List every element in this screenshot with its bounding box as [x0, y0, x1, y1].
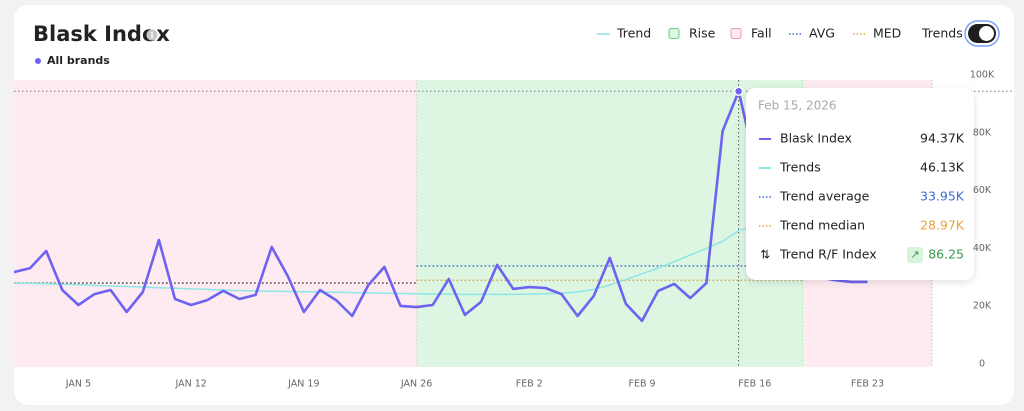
- tooltip-label: Trends: [779, 160, 821, 175]
- region: [416, 80, 804, 367]
- info-glyph: i: [151, 31, 154, 40]
- tooltip-value: 86.25: [928, 247, 964, 262]
- legend-swatch: [668, 28, 680, 39]
- info-icon[interactable]: [146, 29, 158, 41]
- toggle-knob: [979, 26, 994, 41]
- tooltip-value: 46.13K: [920, 160, 965, 175]
- legend-swatch: [730, 28, 742, 39]
- y-tick-label: 40K: [973, 243, 992, 254]
- y-tick-label: 80K: [973, 127, 992, 138]
- tooltip-date: Feb 15, 2026: [758, 99, 837, 113]
- y-tick-label: 0: [979, 359, 985, 370]
- rf-icon: ⇅: [760, 248, 770, 262]
- tooltip-value: 33.95K: [920, 189, 965, 204]
- tooltip-label: Trend R/F Index: [779, 247, 877, 262]
- x-tick-label: FEB 16: [738, 379, 771, 390]
- x-tick-label: JAN 12: [174, 379, 206, 390]
- tooltip-box: [746, 88, 974, 280]
- tooltip-label: Blask Index: [780, 131, 852, 146]
- x-tick-label: FEB 9: [629, 379, 656, 390]
- legend-label: MED: [873, 26, 901, 41]
- subtitle-dot: [35, 58, 41, 64]
- hover-point: [733, 86, 744, 97]
- x-tick-label: JAN 26: [400, 379, 432, 390]
- legend-label: AVG: [809, 26, 835, 41]
- tooltip-label: Trend median: [779, 218, 865, 233]
- rf-arrow: ↗: [910, 248, 919, 261]
- toggle-focus: [964, 20, 1000, 47]
- tooltip-label: Trend average: [779, 189, 870, 204]
- tooltip: Feb 15, 2026 Blask Index 94.37K Trends 46.13…: [746, 88, 974, 280]
- legend: Trend Rise Fall AVG MED: [597, 26, 901, 41]
- legend-label: Fall: [751, 26, 772, 41]
- legend-label: Trend: [616, 26, 651, 41]
- x-tick-label: FEB 2: [516, 379, 543, 390]
- subtitle: All brands: [47, 54, 110, 67]
- tooltip-value: 28.97K: [920, 218, 965, 233]
- rf-badge: [907, 247, 923, 263]
- y-tick-label: 20K: [973, 301, 992, 312]
- y-tick-label: 100K: [970, 70, 995, 81]
- region: [14, 80, 417, 367]
- x-tick-label: FEB 23: [851, 379, 884, 390]
- tooltip-value: 94.37K: [920, 131, 965, 146]
- x-tick-label: JAN 19: [287, 379, 319, 390]
- index-line: [14, 90, 868, 323]
- toggle-label: Trends: [921, 26, 963, 41]
- legend-label: Rise: [689, 26, 716, 41]
- x-tick-label: JAN 5: [65, 379, 91, 390]
- y-tick-label: 60K: [973, 185, 992, 196]
